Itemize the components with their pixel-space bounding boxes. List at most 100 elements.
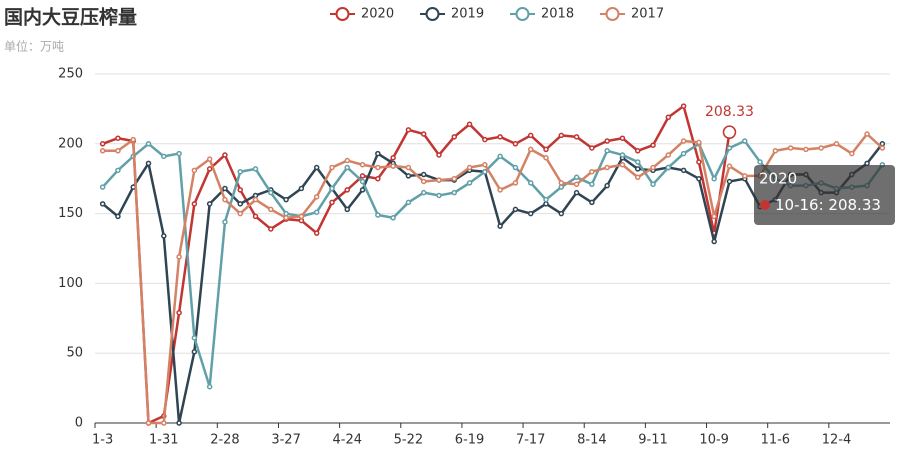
y-tick-label: 100 (58, 276, 83, 291)
data-point (558, 210, 565, 217)
highlight-label: 208.33 (705, 104, 754, 120)
data-point (191, 349, 198, 355)
data-point (405, 164, 412, 171)
y-tick-label: 250 (58, 67, 83, 82)
data-point (589, 168, 595, 175)
data-point (833, 141, 840, 147)
data-point (787, 145, 794, 151)
highlight-point (722, 125, 737, 139)
data-point (298, 185, 305, 192)
data-point (527, 180, 534, 186)
data-point (527, 210, 534, 217)
data-point (206, 201, 213, 207)
legend-label: 2020 (361, 7, 394, 22)
plot (99, 103, 886, 426)
data-point (359, 173, 366, 179)
data-point (329, 199, 335, 206)
data-point (313, 209, 320, 215)
data-point (145, 160, 152, 167)
data-point (344, 206, 351, 213)
legend-label: 2017 (631, 7, 664, 22)
series-line (101, 139, 884, 388)
data-point (573, 174, 580, 181)
data-point (176, 254, 182, 260)
data-point (650, 181, 656, 188)
data-point (191, 335, 198, 341)
y-tick-label: 150 (58, 206, 83, 221)
data-point (665, 114, 672, 121)
data-point (115, 135, 121, 141)
data-point (466, 164, 473, 171)
data-point (711, 238, 717, 245)
data-point (161, 420, 167, 426)
legend[interactable]: 2020 2019 2018 2017 (330, 7, 664, 22)
data-point (879, 145, 886, 151)
data-point (420, 171, 427, 178)
data-point (420, 131, 427, 137)
data-point (803, 146, 809, 153)
data-point (512, 180, 519, 186)
data-point (313, 164, 320, 171)
data-point (115, 148, 121, 154)
data-point (451, 175, 458, 182)
data-point (818, 145, 824, 151)
data-point (543, 196, 549, 203)
data-point (329, 185, 335, 192)
y-tick-label: 50 (66, 346, 83, 361)
data-point (634, 166, 641, 172)
data-point (283, 210, 289, 217)
data-point (145, 141, 152, 147)
data-point (176, 309, 182, 316)
data-point (634, 174, 641, 181)
data-point (604, 182, 610, 189)
data-point (313, 230, 320, 236)
tooltip-category: 10-16 (775, 196, 819, 214)
data-point (420, 189, 427, 196)
legend-label: 2019 (451, 7, 484, 22)
data-point (252, 196, 259, 203)
data-point (512, 141, 519, 147)
legend-icon (335, 7, 350, 21)
data-point (864, 131, 870, 137)
tooltip-value: 10-16: 208.33 (775, 196, 881, 214)
tooltip-dot (760, 200, 770, 210)
data-point (298, 217, 305, 224)
data-point (573, 189, 580, 196)
data-point (512, 206, 519, 213)
data-point (466, 180, 473, 186)
data-point (680, 167, 687, 174)
data-point (237, 210, 243, 217)
data-point (497, 134, 503, 140)
data-point (375, 164, 381, 171)
data-point (115, 213, 121, 220)
x-tick-label: 2-28 (210, 433, 240, 448)
data-point (375, 212, 381, 218)
data-point (650, 164, 656, 171)
data-point (237, 187, 243, 193)
data-point (283, 196, 289, 203)
x-tick-label: 1-3 (92, 433, 113, 448)
data-point (405, 199, 412, 206)
data-point (191, 201, 198, 207)
data-point (206, 156, 213, 162)
data-point (558, 132, 565, 139)
data-point (864, 160, 870, 167)
data-point (604, 138, 610, 144)
data-point (742, 173, 748, 179)
data-point (696, 159, 702, 165)
data-point (573, 134, 580, 140)
x-tick-label: 6-19 (455, 433, 485, 448)
data-point (466, 121, 473, 128)
data-point (604, 164, 610, 171)
data-point (237, 168, 243, 175)
legend-label: 2018 (541, 7, 574, 22)
data-point (359, 161, 366, 168)
data-point (405, 127, 412, 133)
data-point (482, 161, 488, 168)
data-point (680, 103, 687, 109)
data-point (527, 146, 534, 153)
x-tick-label: 12-4 (822, 433, 852, 448)
y-tick-label: 0 (75, 416, 83, 431)
grid: 0 50 100 150 200 250 1-3 1-31 2-28 3-27 4-24 5-22 6-… (58, 67, 890, 448)
x-tick-label: 1-31 (149, 433, 179, 448)
